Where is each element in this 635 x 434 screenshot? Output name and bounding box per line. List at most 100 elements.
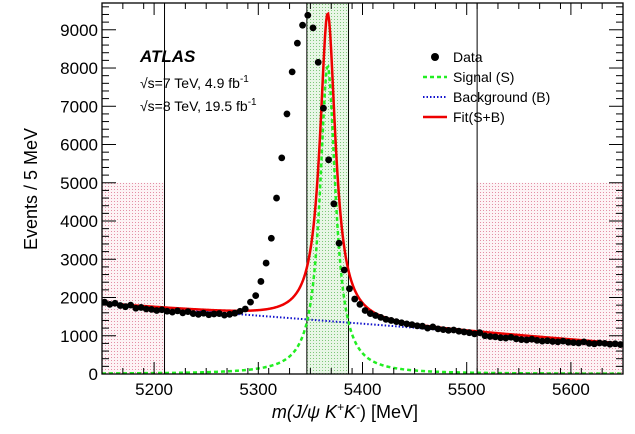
legend-label-background: Background (B): [453, 89, 550, 105]
data-point: [288, 68, 296, 76]
data-point: [392, 318, 400, 326]
data-point: [142, 305, 150, 313]
data-point: [127, 301, 135, 309]
legend-marker-data: [431, 53, 439, 61]
data-point: [293, 39, 301, 47]
legend-label-data: Data: [453, 49, 483, 65]
data-point: [168, 308, 176, 316]
y-tick-label: 6000: [60, 136, 98, 155]
data-point: [158, 306, 166, 314]
data-point: [148, 305, 155, 313]
data-point: [549, 338, 557, 345]
data-point: [309, 24, 317, 32]
y-tick-label: 5000: [60, 174, 98, 193]
data-point: [570, 339, 577, 347]
data-point: [184, 308, 192, 316]
data-point: [471, 330, 478, 338]
data-point: [491, 333, 499, 341]
data-point: [320, 104, 327, 112]
data-point: [502, 334, 510, 342]
data-point: [616, 341, 623, 348]
legend: Data Signal (S) Background (B) Fit(S+B): [423, 49, 550, 125]
data-point: [533, 336, 541, 344]
data-point: [507, 333, 515, 341]
data-point: [122, 303, 129, 311]
data-point: [205, 311, 213, 319]
data-point: [585, 340, 593, 347]
experiment-annotation: ATLAS √s=7 TeV, 4.9 fb-1 √s=8 TeV, 19.5 …: [139, 47, 257, 114]
x-tick-label: 5600: [552, 380, 590, 399]
data-point: [419, 322, 426, 330]
data-point: [601, 340, 609, 347]
data-point: [575, 339, 583, 347]
data-point: [481, 332, 489, 340]
data-point: [544, 337, 551, 345]
data-point: [486, 333, 494, 340]
atlas-label: ATLAS: [139, 47, 196, 66]
data-point: [283, 110, 291, 118]
data-point: [221, 311, 228, 319]
y-tick-label: 0: [89, 365, 98, 384]
data-point: [408, 321, 416, 329]
data-point: [335, 239, 343, 247]
data-point: [247, 298, 254, 306]
data-point: [460, 328, 468, 336]
data-point: [330, 200, 338, 208]
x-tick-label: 5500: [448, 380, 486, 399]
data-point: [564, 338, 572, 346]
data-point: [611, 340, 619, 348]
data-point: [194, 310, 202, 318]
x-axis-title: m(J/ψ K+K-) [MeV]: [272, 400, 418, 422]
data-point: [179, 309, 187, 317]
data-point: [361, 307, 369, 314]
data-point: [382, 315, 390, 323]
legend-label-fit: Fit(S+B): [453, 109, 505, 125]
data-point: [111, 299, 119, 307]
data-point: [351, 295, 359, 303]
data-point: [236, 307, 244, 315]
data-point: [340, 266, 348, 274]
data-point: [106, 300, 114, 308]
data-point: [299, 21, 306, 29]
y-tick-label: 3000: [60, 250, 98, 269]
data-point: [314, 58, 322, 66]
y-tick-label: 9000: [60, 21, 98, 40]
x-tick-label: 5400: [344, 380, 382, 399]
data-point: [445, 326, 452, 334]
data-point: [132, 304, 140, 312]
data-point: [226, 310, 234, 318]
data-point: [413, 322, 421, 330]
data-point: [559, 337, 567, 345]
data-point: [512, 335, 520, 343]
data-point: [523, 336, 531, 344]
data-point: [366, 310, 374, 317]
data-point: [528, 335, 536, 343]
data-point: [174, 307, 181, 315]
dataset-8tev: √s=8 TeV, 19.5 fb-1: [140, 97, 257, 114]
data-point: [377, 313, 385, 321]
data-point: [424, 324, 432, 332]
data-point: [200, 309, 207, 317]
data-point: [273, 194, 280, 202]
data-point: [153, 307, 161, 314]
data-point: [476, 329, 484, 337]
data-point: [241, 305, 249, 313]
data-point: [262, 259, 270, 267]
data-point: [580, 338, 588, 346]
data-point: [606, 340, 614, 348]
data-point: [215, 310, 223, 317]
y-axis-title: Events / 5 MeV: [21, 128, 41, 250]
y-tick-label: 4000: [60, 212, 98, 231]
data-point: [137, 304, 145, 311]
data-point: [304, 11, 312, 19]
data-point: [465, 329, 473, 337]
data-point: [429, 323, 437, 331]
data-point: [116, 302, 124, 309]
data-point: [398, 319, 405, 327]
data-point: [267, 234, 275, 242]
data-point: [439, 326, 447, 334]
data-point: [325, 156, 333, 164]
dataset-7tev: √s=7 TeV, 4.9 fb-1: [140, 74, 249, 91]
data-point: [450, 326, 458, 334]
